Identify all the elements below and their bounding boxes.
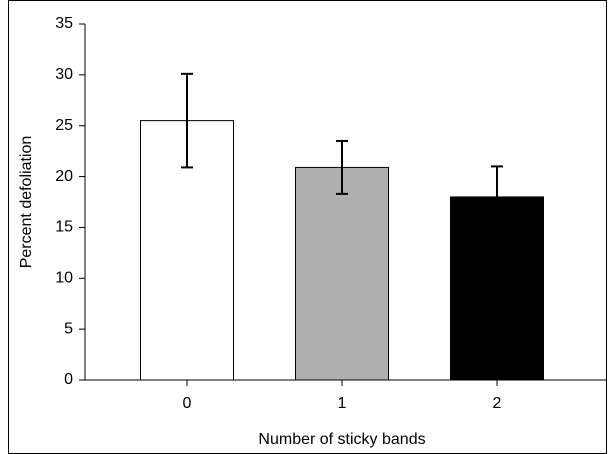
x-axis-label: Number of sticky bands: [258, 431, 425, 448]
y-tick-label: 10: [55, 270, 73, 287]
x-tick-label: 1: [338, 395, 347, 412]
y-tick-label: 35: [55, 15, 73, 32]
y-tick-label: 15: [55, 219, 73, 236]
y-tick-label: 20: [55, 168, 73, 185]
x-tick-label: 2: [493, 395, 502, 412]
y-tick-label: 25: [55, 117, 73, 134]
y-tick-label: 5: [64, 320, 73, 337]
y-axis-label: Percent defoliation: [18, 136, 35, 269]
y-tick-label: 30: [55, 66, 73, 83]
y-tick-label: 0: [64, 371, 73, 388]
error-bar: [491, 165, 503, 229]
error-bar: [181, 72, 193, 169]
bar: [295, 166, 389, 381]
x-tick-label: 0: [183, 395, 192, 412]
error-bar: [336, 139, 348, 195]
